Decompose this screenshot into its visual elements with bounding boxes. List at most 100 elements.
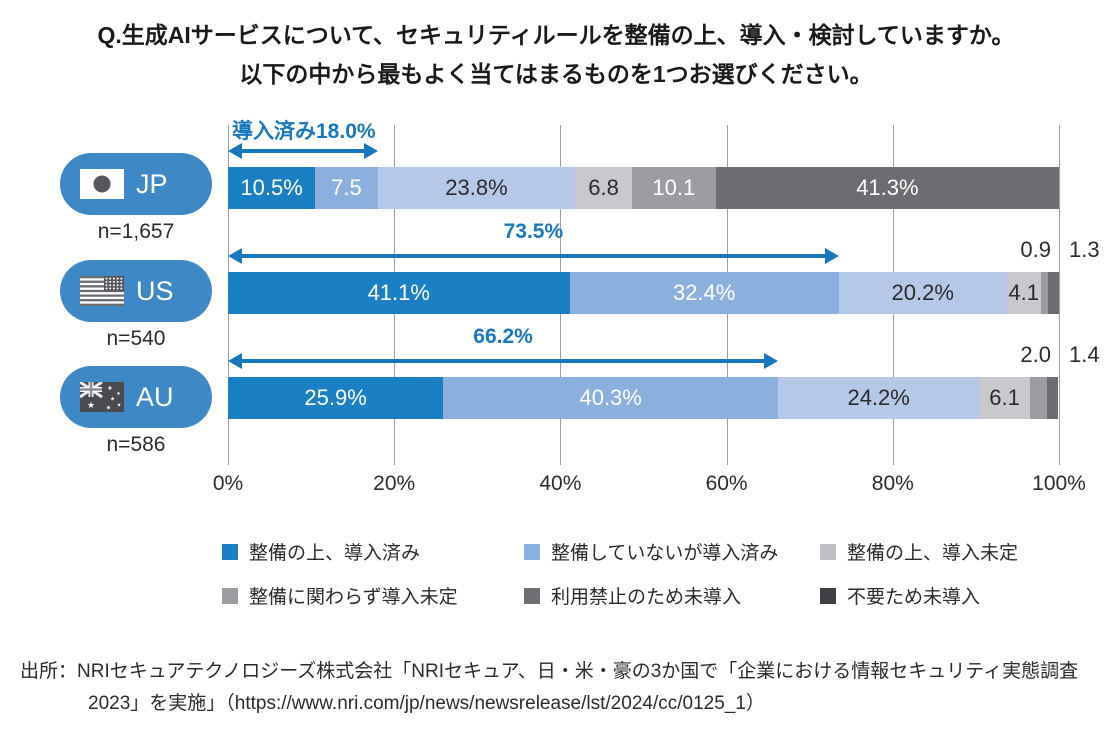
overflow-value-label: 2.0 [1020,342,1051,367]
chart-title-line1: Q.生成AIサービスについて、セキュリティルールを整備の上、導入・検討しています… [97,22,1015,48]
country-code-label: US [136,275,174,306]
bar-segment: 20.2% [838,272,1007,314]
axis-tick-label: 80% [871,472,914,495]
arrow-line [237,149,369,153]
bar-segment: 10.1 [631,167,716,209]
arrow-head-left [228,143,242,159]
overflow-value-label: 0.9 [1020,237,1051,262]
sample-size-label: n=540 [106,327,166,350]
adoption-span-arrow [228,353,779,369]
svg-text:★: ★ [87,401,95,411]
stacked-bar-au: 25.9% 40.3% 24.2% 6.1 [228,377,1059,419]
segment-value-label: 25.9% [304,385,367,410]
segment-value-label: 10.1 [652,175,696,200]
country-pill-au: ★ ★ ★ ★ ★ ★ AU [60,366,212,428]
bar-segment: 10.5% [228,167,316,209]
bar-segment: 24.2% [778,377,980,419]
bar-segment: 41.1% [228,272,570,314]
legend-label: 整備していないが導入済み [551,543,779,564]
chart-title-line2: 以下の中から最もよく当てはまるものを1つお選びください。 [239,61,873,87]
adoption-annotation-label: 66.2% [473,325,533,348]
axis-tick-label: 40% [539,472,582,495]
bar-segment: 23.8% [377,167,576,209]
svg-text:★: ★ [117,403,122,409]
legend-label: 整備の上、導入済み [249,543,421,564]
legend-swatch [820,543,836,560]
overflow-value-label: 1.3 [1069,237,1100,262]
legend-swatch [524,543,540,560]
country-pill-us: US [60,260,212,322]
segment-value-label: 40.3% [579,385,642,410]
legend-label: 整備の上、導入未定 [847,543,1019,564]
segment-value-label: 6.1 [989,385,1020,410]
source-line1: 出所：NRIセキュアテクノロジーズ株式会社「NRIセキュア、日・米・豪の3か国で… [20,661,1079,682]
axis-tick-label: 0% [212,472,244,495]
chart-title: Q.生成AIサービスについて、セキュリティルールを整備の上、導入・検討しています… [0,16,1112,94]
legend-item: 整備の上、導入済み [222,538,420,565]
arrow-line [237,359,770,363]
source-line2: 2023」を実施」（https://www.nri.com/jp/news/ne… [88,693,765,714]
stacked-bar-us: 41.1% 32.4% 20.2% 4.1 [228,272,1059,314]
legend-swatch [222,587,238,604]
segment-value-label: 41.3% [856,175,919,200]
arrow-line [237,254,830,258]
svg-text:★: ★ [116,391,121,397]
legend-label: 整備に関わらず導入未定 [249,587,458,608]
au-flag-icon: ★ ★ ★ ★ ★ ★ [80,382,124,412]
adoption-annotation-label: 導入済み18.0% [232,120,376,143]
gridline-100% [1059,125,1060,465]
segment-value-label: 23.8% [445,175,508,200]
segment-value-label: 20.2% [891,280,954,305]
country-pill-jp: JP [60,153,212,215]
jp-flag-icon [80,169,124,199]
axis-tick-label: 100% [1032,472,1086,495]
segment-value-label: 24.2% [847,385,910,410]
bar-segment [1048,272,1059,314]
overflow-value-label: 1.4 [1069,342,1100,367]
segment-value-label: 41.1% [367,280,430,305]
segment-value-label: 6.8 [588,175,619,200]
country-code-label: JP [136,168,168,199]
arrow-head-left [228,248,242,264]
sample-size-label: n=586 [106,433,166,456]
legend-label: 利用禁止のため未導入 [551,587,742,608]
adoption-span-arrow [228,143,378,159]
adoption-span-arrow [228,248,839,264]
svg-text:★: ★ [110,397,115,403]
bar-segment: 32.4% [569,272,839,314]
legend-label: 不要ため未導入 [847,587,981,608]
legend-item: 不要ため未導入 [820,582,980,609]
bar-segment: 6.1 [979,377,1030,419]
legend-swatch [222,543,238,560]
bar-segment [1040,272,1049,314]
legend-item: 整備の上、導入未定 [820,538,1018,565]
svg-text:★: ★ [107,385,112,392]
plot-area: 10.5% 7.5 23.8% 6.8 10.1 41.3% 導入済み18.0% 41.1% 3… [228,120,1100,465]
segment-value-label: 32.4% [672,280,736,305]
arrow-head-right [824,248,839,264]
axis-tick-label: 20% [373,472,416,495]
adoption-annotation-label: 73.5% [503,220,564,243]
segment-value-label: 10.5% [240,175,303,200]
bar-segment: 4.1 [1006,272,1041,314]
bar-segment: 7.5 [315,167,378,209]
bar-segment: 41.3% [715,167,1059,209]
source-note: 出所：NRIセキュアテクノロジーズ株式会社「NRIセキュア、日・米・豪の3か国で… [20,656,1078,720]
us-flag-icon [80,276,124,306]
axis-tick-label: 60% [705,472,748,495]
bar-segment [1029,377,1047,419]
arrow-head-right [764,353,779,369]
legend-item: 利用禁止のため未導入 [524,582,741,609]
arrow-head-left [228,353,242,369]
segment-value-label: 4.1 [1008,280,1039,305]
stacked-bar-jp: 10.5% 7.5 23.8% 6.8 10.1 41.3% [228,167,1059,209]
legend-swatch [524,587,540,604]
bar-segment: 40.3% [443,377,779,419]
legend-item: 整備していないが導入済み [524,538,778,565]
svg-text:★: ★ [106,405,111,412]
segment-value-label: 7.5 [331,175,362,200]
bar-segment [1046,377,1059,419]
country-code-label: AU [136,381,174,412]
arrow-head-right [363,143,378,159]
